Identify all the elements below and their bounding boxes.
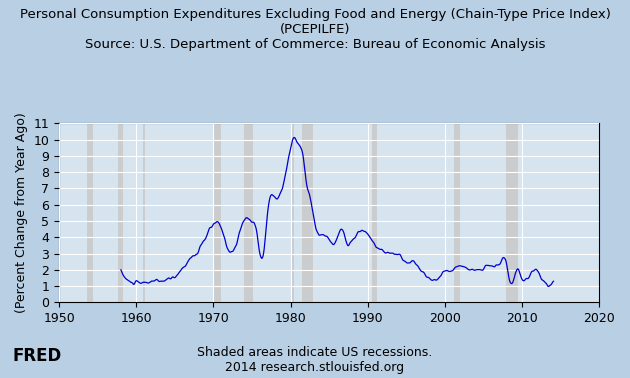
Bar [454, 123, 460, 302]
Bar [372, 123, 377, 302]
Y-axis label: (Percent Change from Year Ago): (Percent Change from Year Ago) [15, 113, 28, 313]
Bar [87, 123, 93, 302]
Text: FRED: FRED [13, 347, 62, 365]
Bar [290, 123, 294, 302]
Text: Shaded areas indicate US recessions.
2014 research.stlouisfed.org: Shaded areas indicate US recessions. 201… [197, 346, 433, 374]
Bar [118, 123, 123, 302]
Bar [302, 123, 313, 302]
Bar [143, 123, 146, 302]
Text: Personal Consumption Expenditures Excluding Food and Energy (Chain-Type Price In: Personal Consumption Expenditures Exclud… [20, 8, 610, 51]
Bar [213, 123, 220, 302]
Bar [244, 123, 253, 302]
Bar [506, 123, 518, 302]
